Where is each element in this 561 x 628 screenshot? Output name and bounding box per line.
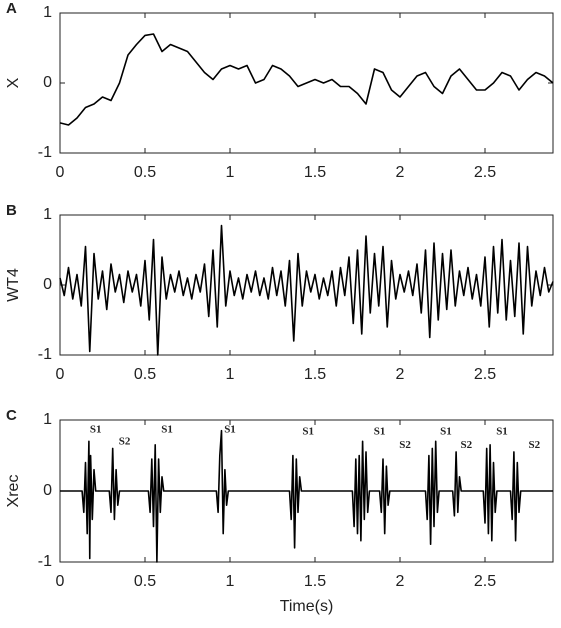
annotation: S1 — [224, 423, 236, 435]
x-tick-label: 0 — [56, 573, 65, 590]
y-axis-label: WT4 — [5, 268, 22, 302]
x-tick-label: 0 — [56, 366, 65, 383]
y-tick-label: 1 — [43, 4, 52, 21]
annotation: S1 — [302, 426, 314, 438]
signal-line — [59, 224, 554, 356]
y-axis-label: Xrec — [5, 475, 22, 508]
annotation: S2 — [528, 439, 540, 451]
x-axis-label: Time(s) — [280, 598, 334, 615]
y-tick-label: 0 — [43, 74, 52, 91]
y-tick-label: -1 — [38, 346, 52, 363]
x-tick-label: 1.5 — [304, 573, 326, 590]
x-tick-label: 1 — [226, 366, 235, 383]
x-tick-label: 1 — [226, 164, 235, 181]
annotation: S2 — [399, 439, 411, 451]
annotation: S1 — [374, 426, 386, 438]
x-tick-label: 0.5 — [134, 366, 156, 383]
x-tick-label: 1.5 — [304, 366, 326, 383]
panel-letter: A — [6, 0, 17, 17]
annotation: S1 — [496, 426, 508, 438]
x-tick-label: 2.5 — [474, 573, 496, 590]
x-tick-label: 0.5 — [134, 573, 156, 590]
signal-line — [59, 33, 554, 126]
y-tick-label: 0 — [43, 276, 52, 293]
x-tick-label: 2 — [396, 164, 405, 181]
signal-line — [60, 429, 553, 563]
annotation: S1 — [90, 423, 102, 435]
x-tick-label: 0.5 — [134, 164, 156, 181]
x-tick-label: 1.5 — [304, 164, 326, 181]
annotation: S1 — [161, 423, 173, 435]
x-tick-label: 0 — [56, 164, 65, 181]
panel-letter: B — [6, 202, 17, 219]
x-tick-label: 2.5 — [474, 366, 496, 383]
x-tick-label: 2 — [396, 366, 405, 383]
y-tick-label: 0 — [43, 482, 52, 499]
y-tick-label: -1 — [38, 144, 52, 161]
x-tick-label: 2 — [396, 573, 405, 590]
y-tick-label: -1 — [38, 553, 52, 570]
x-tick-label: 2.5 — [474, 164, 496, 181]
panel-letter: C — [6, 407, 17, 424]
annotation: S2 — [460, 439, 472, 451]
y-axis-label: X — [5, 77, 22, 88]
x-tick-label: 1 — [226, 573, 235, 590]
annotation: S2 — [119, 436, 131, 448]
annotation: S1 — [440, 426, 452, 438]
y-tick-label: 1 — [43, 206, 52, 223]
y-tick-label: 1 — [43, 411, 52, 428]
